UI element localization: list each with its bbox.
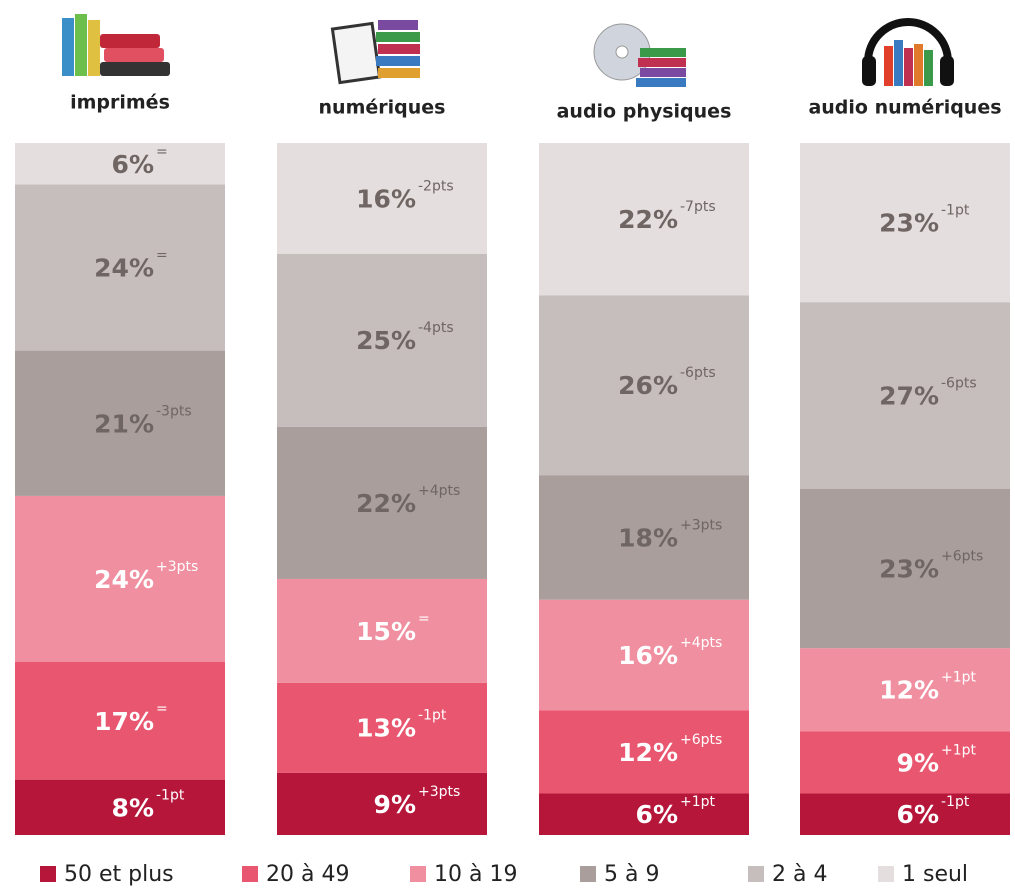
icon-printed — [62, 14, 170, 76]
value-label: 9% — [374, 790, 416, 819]
value-label: 23% — [879, 555, 939, 584]
change-label: -2pts — [418, 178, 454, 194]
legend-swatch — [748, 866, 764, 882]
bar-segment — [800, 302, 1010, 489]
value-label: 6% — [636, 800, 678, 829]
value-label: 21% — [94, 409, 154, 438]
bar-segment — [277, 682, 487, 773]
category-label: audio numériques — [808, 97, 1001, 119]
change-label: = — [156, 701, 168, 717]
legend-swatch — [242, 866, 258, 882]
change-label: -4pts — [418, 320, 454, 336]
bar-segment — [15, 350, 225, 496]
icon-audio-cd — [593, 23, 686, 87]
change-label: = — [418, 611, 430, 627]
change-label: +1pt — [680, 794, 716, 810]
change-label: +4pts — [418, 483, 460, 499]
category-label: audio physiques — [557, 101, 732, 123]
change-label: = — [156, 248, 168, 264]
bar-segment — [539, 475, 749, 600]
value-label: 8% — [112, 793, 154, 822]
value-label: 16% — [356, 184, 416, 213]
value-label: 12% — [879, 676, 939, 705]
legend-swatch — [40, 866, 56, 882]
bar-segment — [15, 495, 225, 662]
value-label: 16% — [618, 641, 678, 670]
bar-segment — [539, 793, 749, 835]
bar-segment — [539, 143, 749, 296]
category-label: numériques — [319, 97, 446, 119]
bar-segment — [15, 779, 225, 835]
value-label: 23% — [879, 209, 939, 238]
value-label: 6% — [897, 800, 939, 829]
value-label: 15% — [356, 617, 416, 646]
bar-segment — [539, 295, 749, 476]
bar-segment — [277, 426, 487, 579]
value-label: 25% — [356, 326, 416, 355]
change-label: +6pts — [680, 732, 722, 748]
bar-segment — [800, 648, 1010, 732]
bar-segment — [277, 253, 487, 427]
bar-segment — [539, 710, 749, 794]
value-label: 6% — [112, 150, 154, 179]
bar-segment — [15, 662, 225, 780]
legend-label: 1 seul — [902, 862, 968, 887]
bar-segment — [800, 143, 1010, 303]
bar-segment — [15, 184, 225, 351]
change-label: +3pts — [680, 517, 722, 533]
bar-segment — [539, 599, 749, 711]
change-label: = — [156, 144, 168, 160]
change-label: -1pt — [418, 708, 447, 724]
bar-segment — [800, 793, 1010, 835]
value-label: 27% — [879, 382, 939, 411]
change-label: +1pt — [941, 742, 977, 758]
change-label: +3pts — [418, 784, 460, 800]
change-label: -1pt — [941, 203, 970, 219]
bar-segment — [15, 143, 225, 185]
category-label: imprimés — [70, 92, 170, 114]
bar-segment — [277, 578, 487, 683]
value-label: 24% — [94, 565, 154, 594]
value-label: 13% — [356, 714, 416, 743]
icon-digital — [330, 20, 420, 85]
change-label: -7pts — [680, 199, 716, 215]
bar-segment — [277, 143, 487, 254]
change-label: -1pt — [941, 794, 970, 810]
change-label: +4pts — [680, 635, 722, 651]
change-label: +1pt — [941, 670, 977, 686]
change-label: -6pts — [941, 376, 977, 392]
legend-swatch — [580, 866, 596, 882]
value-label: 18% — [618, 523, 678, 552]
value-label: 9% — [897, 748, 939, 777]
change-label: -1pt — [156, 787, 185, 803]
change-label: +3pts — [156, 559, 198, 575]
value-label: 24% — [94, 254, 154, 283]
legend-swatch — [878, 866, 894, 882]
value-label: 22% — [618, 205, 678, 234]
bar-segment — [800, 489, 1010, 649]
change-label: +6pts — [941, 549, 983, 565]
legend-label: 2 à 4 — [772, 862, 827, 887]
legend-label: 5 à 9 — [604, 862, 659, 887]
bar-segment — [800, 731, 1010, 794]
value-label: 26% — [618, 371, 678, 400]
bar-segment — [277, 772, 487, 835]
value-label: 12% — [618, 738, 678, 767]
icon-audio-digital — [862, 18, 954, 86]
legend-label: 50 et plus — [64, 862, 174, 887]
change-label: -6pts — [680, 365, 716, 381]
value-label: 17% — [94, 707, 154, 736]
legend-swatch — [410, 866, 426, 882]
legend-label: 20 à 49 — [266, 862, 349, 887]
change-label: -3pts — [156, 403, 192, 419]
value-label: 22% — [356, 489, 416, 518]
legend-label: 10 à 19 — [434, 862, 517, 887]
